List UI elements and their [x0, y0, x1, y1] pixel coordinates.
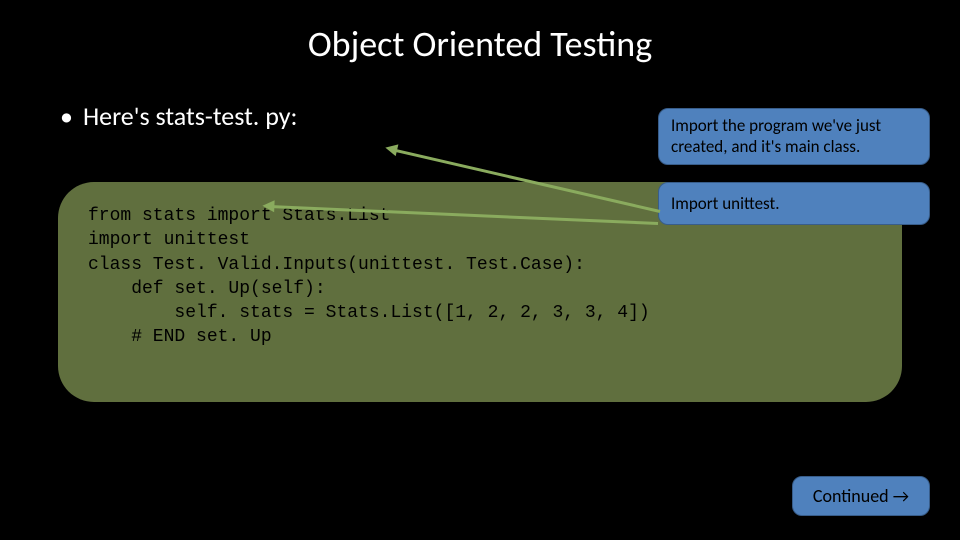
code-line-4: class Test. Valid.Inputs(unittest. Test.… — [88, 253, 872, 277]
callout-import-unittest: Import unittest. — [658, 182, 930, 225]
code-line-8: # END set. Up — [88, 325, 872, 349]
code-line-2: import unittest — [88, 228, 872, 252]
bullet-line: • Here's stats-test. py: — [60, 100, 298, 132]
code-line-6: def set. Up(self): — [88, 277, 872, 301]
code-line-7: self. stats = Stats.List([1, 2, 2, 3, 3,… — [88, 301, 872, 325]
callout-import-program: Import the program we've just created, a… — [658, 108, 930, 165]
continued-button[interactable]: Continued → — [792, 476, 930, 516]
slide-title: Object Oriented Testing — [0, 0, 960, 66]
bullet-text: Here's stats-test. py: — [83, 100, 298, 132]
bullet-dot-icon: • — [60, 100, 73, 132]
